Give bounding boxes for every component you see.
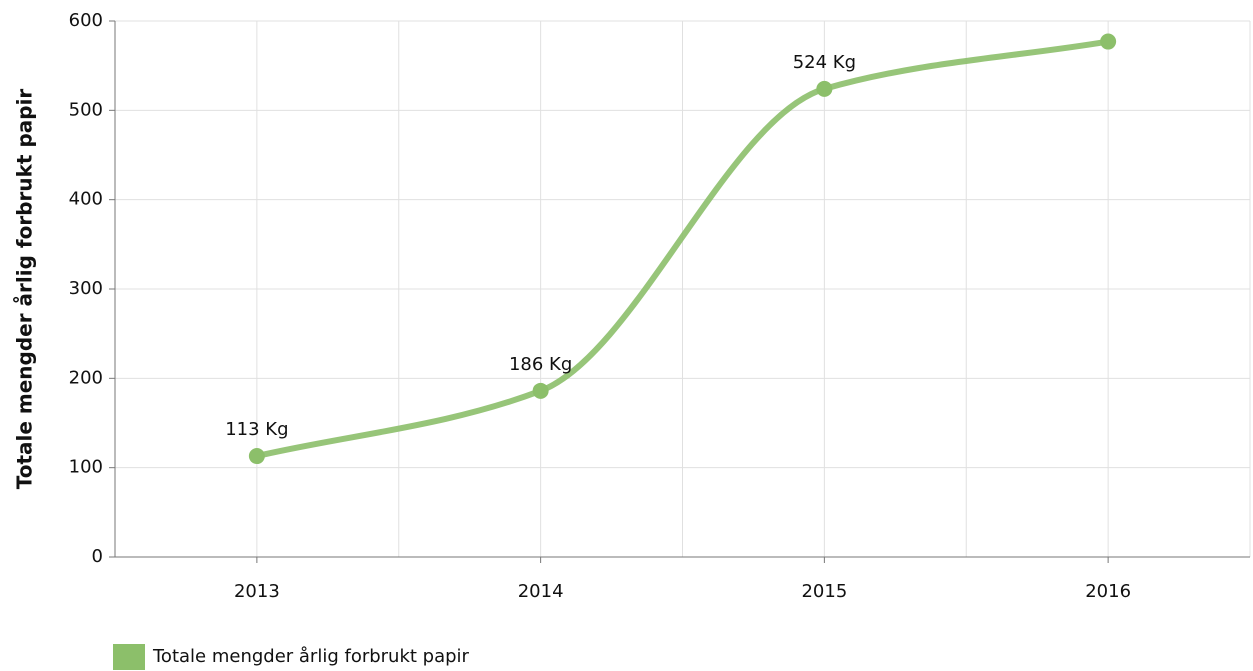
y-tick-label: 500 <box>69 99 103 120</box>
line <box>253 38 1112 460</box>
y-tick-label: 0 <box>92 546 103 567</box>
y-tick-label: 300 <box>69 278 103 299</box>
point <box>1100 33 1117 50</box>
x-tick-label: 2013 <box>234 581 280 602</box>
x-tick-label: 2015 <box>801 581 847 602</box>
legend-label: Totale mengder årlig forbrukt papir <box>152 646 470 667</box>
point <box>816 80 833 97</box>
point <box>248 448 265 465</box>
y-tick-label: 100 <box>69 457 103 478</box>
legend-swatch <box>113 644 145 670</box>
x-tick-label: 2016 <box>1085 581 1131 602</box>
y-axis-label: Totale mengder årlig forbrukt papir <box>13 89 37 490</box>
data-label: 186 Kg <box>509 354 572 375</box>
y-tick-label: 600 <box>69 10 103 31</box>
data-label: 113 Kg <box>225 419 288 440</box>
x-tick-label: 2014 <box>518 581 564 602</box>
y-tick-label: 400 <box>69 189 103 210</box>
data-label: 524 Kg <box>793 52 856 73</box>
y-tick-label: 200 <box>69 367 103 388</box>
point <box>532 382 549 399</box>
